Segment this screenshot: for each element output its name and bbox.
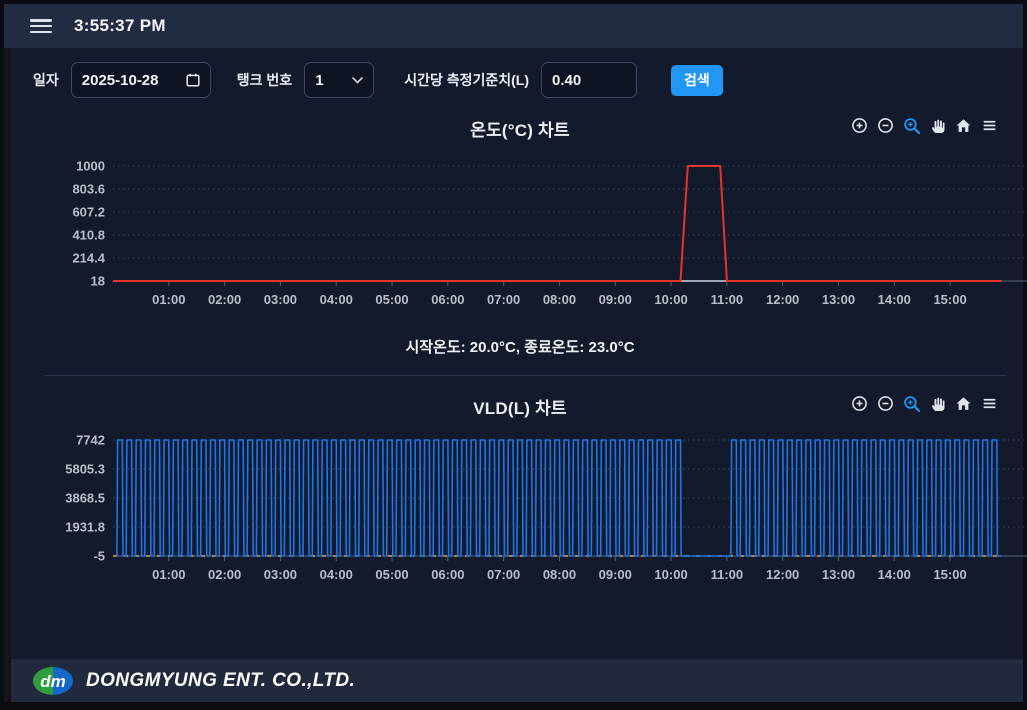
svg-text:12:00: 12:00 [766,292,799,307]
svg-text:-5: -5 [93,549,105,564]
company-logo-icon: dm [33,666,73,695]
svg-text:3868.5: 3868.5 [65,491,105,506]
temp-chart-modebar [850,116,999,135]
svg-text:06:00: 06:00 [431,567,464,582]
svg-text:02:00: 02:00 [208,567,241,582]
svg-text:5805.3: 5805.3 [65,461,105,476]
box-zoom-icon[interactable] [902,116,921,135]
svg-text:15:00: 15:00 [933,292,966,307]
svg-text:803.6: 803.6 [72,182,105,197]
zoom-in-icon[interactable] [850,394,869,413]
vld-chart-header: VLD(L) 차트 [33,390,1007,422]
filter-bar: 일자 탱크 번호 1 시간당 측정기준치(L) [33,62,1007,98]
chevron-down-icon [352,76,363,84]
svg-text:11:00: 11:00 [711,292,744,307]
svg-text:05:00: 05:00 [375,292,408,307]
svg-text:10:00: 10:00 [654,567,687,582]
svg-text:02:00: 02:00 [208,292,241,307]
svg-text:1931.8: 1931.8 [65,519,105,534]
section-divider [44,375,1007,376]
temp-chart-header: 온도(°C) 차트 [33,112,1007,144]
svg-text:13:00: 13:00 [822,292,855,307]
top-bar: 3:55:37 PM [4,4,1023,48]
svg-text:11:00: 11:00 [711,567,744,582]
svg-text:07:00: 07:00 [487,567,520,582]
temp-chart[interactable]: 1000 803.6 607.2 410.8 214.4 18 01:00 02:00 03:0… [33,150,1027,322]
temp-chart-title: 온도(°C) 차트 [470,120,570,140]
home-icon[interactable] [954,394,973,413]
logo-letters: dm [40,672,66,691]
temp-summary-text: 시작온도: 20.0°C, 종료온도: 23.0°C [405,339,635,356]
threshold-input[interactable] [552,71,628,89]
vld-chart-modebar [850,394,999,413]
svg-text:410.8: 410.8 [72,228,105,243]
zoom-out-icon[interactable] [876,394,895,413]
svg-text:08:00: 08:00 [543,567,576,582]
app-window: 3:55:37 PM 일자 탱크 번호 1 [4,4,1027,702]
svg-text:12:00: 12:00 [766,567,799,582]
tank-number-value: 1 [315,71,324,89]
main-content: 일자 탱크 번호 1 시간당 측정기준치(L) [4,48,1027,659]
svg-text:03:00: 03:00 [264,567,297,582]
svg-text:07:00: 07:00 [487,292,520,307]
search-button[interactable]: 검색 [671,64,723,96]
svg-text:01:00: 01:00 [152,292,185,307]
svg-text:05:00: 05:00 [375,567,408,582]
svg-text:18: 18 [91,274,105,289]
pan-icon[interactable] [928,394,947,413]
threshold-label: 시간당 측정기준치(L) [404,72,529,88]
svg-text:607.2: 607.2 [72,205,105,220]
svg-text:08:00: 08:00 [543,292,576,307]
vld-chart-title: VLD(L) 차트 [473,398,567,418]
menu-icon[interactable] [980,116,999,135]
company-name: DONGMYUNG ENT. CO.,LTD. [86,669,356,691]
tank-number-label: 탱크 번호 [236,72,293,88]
footer-bar: dm DONGMYUNG ENT. CO.,LTD. [4,659,1023,702]
box-zoom-icon[interactable] [902,394,921,413]
svg-text:1000: 1000 [76,159,105,174]
svg-text:03:00: 03:00 [264,292,297,307]
svg-text:09:00: 09:00 [599,567,632,582]
svg-text:214.4: 214.4 [72,251,105,266]
svg-text:14:00: 14:00 [878,292,911,307]
svg-text:01:00: 01:00 [152,567,185,582]
threshold-field[interactable] [541,62,637,98]
zoom-in-icon[interactable] [850,116,869,135]
menu-icon[interactable] [30,19,52,33]
svg-text:04:00: 04:00 [320,292,353,307]
svg-text:15:00: 15:00 [933,567,966,582]
clock-text: 3:55:37 PM [74,16,166,35]
svg-text:7742: 7742 [76,433,105,448]
date-label: 일자 [33,72,59,88]
zoom-out-icon[interactable] [876,116,895,135]
tank-number-select[interactable]: 1 [304,62,375,98]
home-icon[interactable] [954,116,973,135]
svg-text:06:00: 06:00 [431,292,464,307]
menu-icon[interactable] [980,394,999,413]
date-input[interactable] [81,71,178,89]
svg-text:10:00: 10:00 [654,292,687,307]
svg-text:13:00: 13:00 [822,567,855,582]
date-field[interactable] [70,62,211,98]
vld-chart[interactable]: 7742 5805.3 3868.5 1931.8 -5 01:00 02:00 03:00 0… [33,428,1027,596]
svg-text:14:00: 14:00 [878,567,911,582]
pan-icon[interactable] [928,116,947,135]
svg-text:04:00: 04:00 [320,567,353,582]
svg-text:09:00: 09:00 [599,292,632,307]
calendar-icon[interactable] [186,73,200,87]
